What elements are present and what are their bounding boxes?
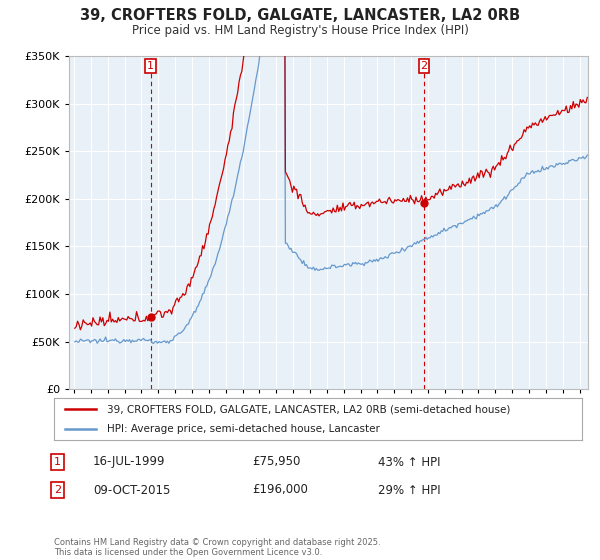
Text: 1: 1 [54,457,61,467]
Text: 39, CROFTERS FOLD, GALGATE, LANCASTER, LA2 0RB: 39, CROFTERS FOLD, GALGATE, LANCASTER, L… [80,8,520,24]
Text: 16-JUL-1999: 16-JUL-1999 [93,455,166,469]
Text: £75,950: £75,950 [252,455,301,469]
Text: 2: 2 [421,61,428,71]
Text: Price paid vs. HM Land Registry's House Price Index (HPI): Price paid vs. HM Land Registry's House … [131,24,469,37]
Text: 29% ↑ HPI: 29% ↑ HPI [378,483,440,497]
Text: Contains HM Land Registry data © Crown copyright and database right 2025.
This d: Contains HM Land Registry data © Crown c… [54,538,380,557]
Text: HPI: Average price, semi-detached house, Lancaster: HPI: Average price, semi-detached house,… [107,424,380,434]
Text: 39, CROFTERS FOLD, GALGATE, LANCASTER, LA2 0RB (semi-detached house): 39, CROFTERS FOLD, GALGATE, LANCASTER, L… [107,404,510,414]
Text: 09-OCT-2015: 09-OCT-2015 [93,483,170,497]
Text: 2: 2 [54,485,61,495]
Text: 1: 1 [147,61,154,71]
Text: 43% ↑ HPI: 43% ↑ HPI [378,455,440,469]
Text: £196,000: £196,000 [252,483,308,497]
